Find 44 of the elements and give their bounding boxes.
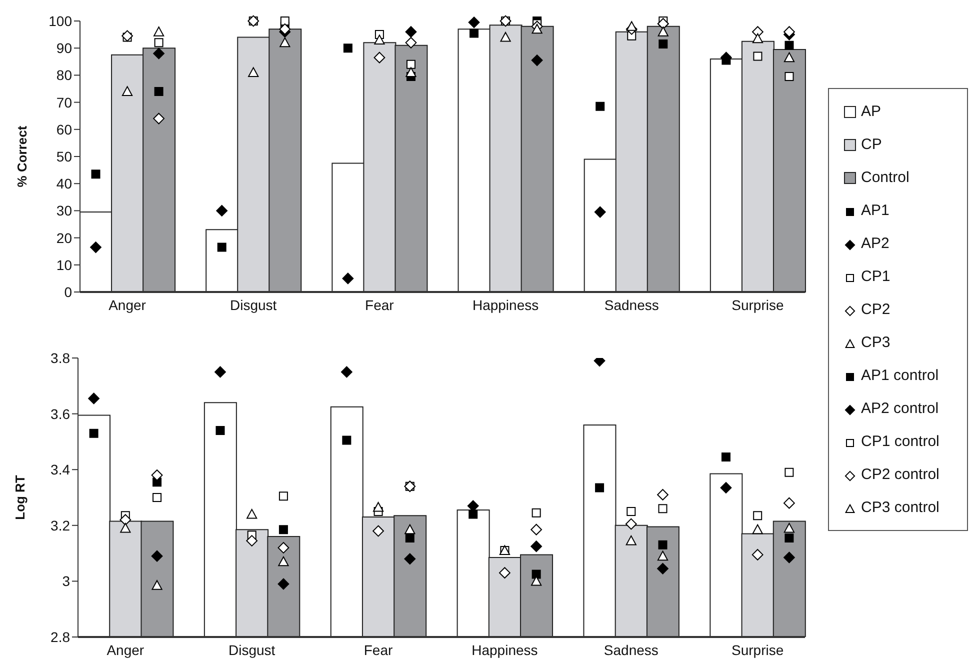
y-axis-title: Log RT <box>12 475 28 520</box>
legend-label: CP1 control <box>861 433 940 450</box>
legend-label: AP2 control <box>861 400 939 417</box>
legend-label: AP1 control <box>861 367 939 384</box>
x-tick-label: Happiness <box>472 296 539 313</box>
x-tick-label: Disgust <box>228 642 276 658</box>
x-tick-label: Anger <box>108 296 146 313</box>
legend-label: CP2 <box>861 301 890 318</box>
legend-label: AP2 <box>861 235 890 252</box>
x-tick-label: Disgust <box>230 296 277 313</box>
y-tick-label: 60 <box>56 121 72 138</box>
x-tick-label: Fear <box>365 296 394 313</box>
y-tick-label: 100 <box>48 12 72 29</box>
x-tick-label: Fear <box>364 642 394 658</box>
y-tick-label: 3.6 <box>50 406 70 422</box>
x-tick-label: Surprise <box>732 642 784 658</box>
y-tick-label: 70 <box>56 94 72 110</box>
legend-label: CP2 control <box>861 466 940 483</box>
y-axis-title: % Correct <box>14 125 30 188</box>
legend-label: AP1 <box>861 202 890 219</box>
x-tick-label: Surprise <box>732 296 784 313</box>
y-tick-label: 50 <box>56 148 72 164</box>
y-tick-label: 3.4 <box>50 462 70 478</box>
legend-label: Control <box>861 169 910 186</box>
y-tick-label: 2.8 <box>50 628 70 645</box>
x-tick-label: Sadness <box>604 296 659 313</box>
x-tick-label: Happiness <box>472 642 538 658</box>
y-tick-label: 0 <box>64 284 72 300</box>
y-tick-label: 30 <box>56 202 72 219</box>
y-tick-label: 3 <box>62 573 70 590</box>
legend-label: CP3 control <box>861 499 940 516</box>
x-tick-label: Anger <box>106 642 144 658</box>
y-tick-label: 3.8 <box>50 350 70 366</box>
y-tick-label: 10 <box>56 256 72 273</box>
x-tick-label: Sadness <box>604 642 658 658</box>
y-tick-label: 80 <box>56 67 72 84</box>
legend-label: CP1 <box>861 268 890 285</box>
legend-label: CP <box>861 136 882 153</box>
y-tick-label: 90 <box>56 40 72 56</box>
y-tick-label: 40 <box>56 176 72 192</box>
legend-label: AP <box>861 103 882 120</box>
y-tick-label: 3.2 <box>50 517 70 534</box>
y-tick-label: 20 <box>56 230 72 246</box>
legend-label: CP3 <box>861 334 890 351</box>
